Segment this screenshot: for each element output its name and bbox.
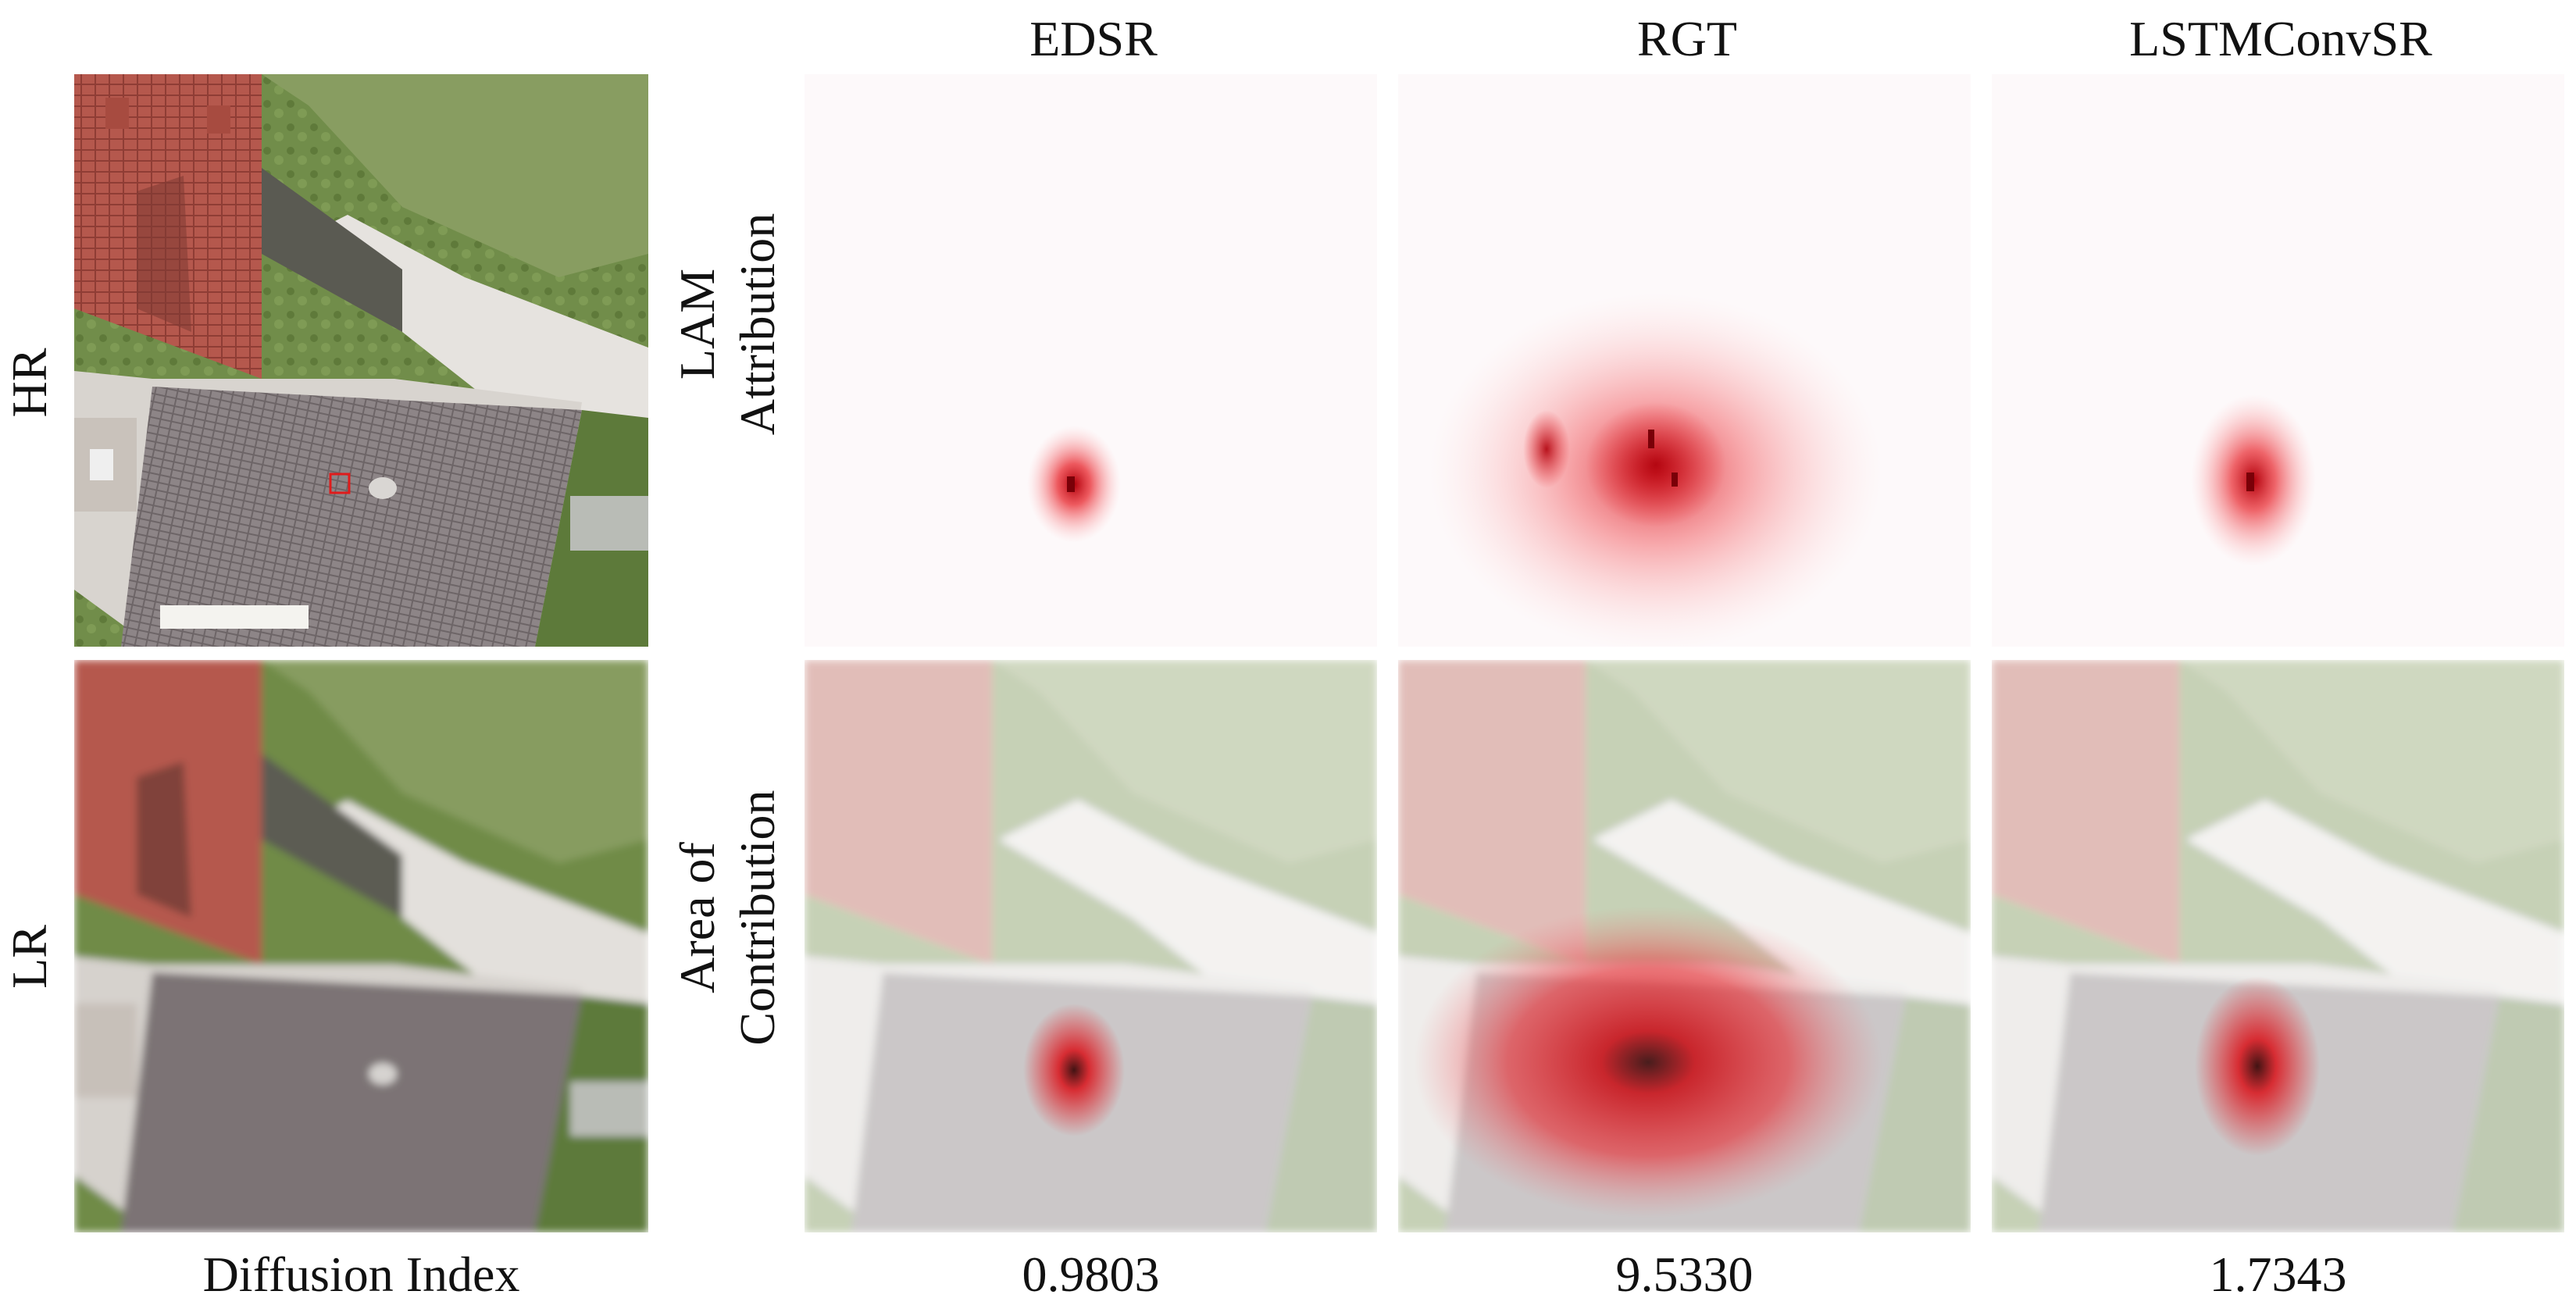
row-label-lam-line1: LAM [669, 268, 725, 380]
column-title-rgt: RGT [1637, 11, 1737, 66]
row-label-lam-line2: Attribution [729, 212, 785, 436]
column-title-lstmconvsr: LSTMConvSR [2129, 11, 2432, 66]
lam-map-rgt [1398, 74, 1971, 647]
lam-map-lstmconvsr [1992, 74, 2564, 647]
row-label-area-line2: Contribution [729, 790, 785, 1046]
row-label-area-line1: Area of [669, 842, 725, 993]
row-label-hr: HR [2, 348, 57, 418]
row-label-area: Area of Contribution [668, 761, 793, 1074]
selected-patch-marker [329, 473, 351, 494]
column-title-edsr: EDSR [1029, 11, 1158, 66]
row-label-lr: LR [2, 925, 57, 989]
area-map-edsr [805, 660, 1377, 1232]
diffusion-index-label: Diffusion Index [202, 1246, 520, 1302]
diffusion-index-lstmconvsr: 1.7343 [2209, 1246, 2347, 1302]
lr-image [74, 660, 648, 1232]
area-map-rgt [1398, 660, 1971, 1232]
area-map-lstmconvsr [1992, 660, 2564, 1232]
diffusion-index-rgt: 9.5330 [1615, 1246, 1754, 1302]
lam-map-edsr [805, 74, 1377, 647]
row-label-lam: LAM Attribution [668, 168, 793, 480]
hr-image [74, 74, 648, 647]
diffusion-index-edsr: 0.9803 [1022, 1246, 1160, 1302]
